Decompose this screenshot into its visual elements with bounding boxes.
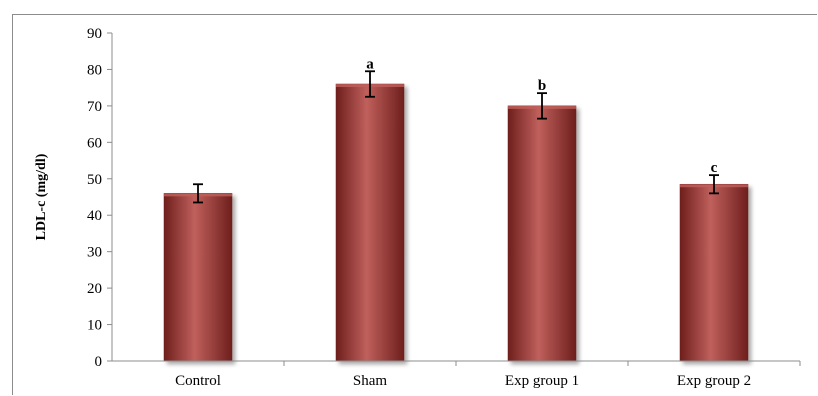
bar bbox=[163, 193, 233, 362]
y-tick-label: 10 bbox=[87, 318, 102, 334]
y-tick-label: 60 bbox=[87, 135, 102, 151]
y-axis-title: LDL-c (mg/dl) bbox=[34, 153, 49, 240]
bar bbox=[679, 183, 749, 362]
y-tick-label: 70 bbox=[87, 99, 102, 115]
x-category-label: Exp group 1 bbox=[505, 373, 579, 389]
y-tick-label: 90 bbox=[87, 26, 102, 42]
bar bbox=[335, 83, 405, 362]
y-tick-label: 30 bbox=[87, 245, 102, 261]
significance-label: b bbox=[538, 78, 546, 94]
x-category-label: Control bbox=[175, 373, 221, 389]
y-axis: 0 10 20 30 40 50 60 70 80 90 bbox=[87, 26, 113, 370]
y-tick-label: 40 bbox=[87, 208, 102, 224]
y-tick-label: 50 bbox=[87, 172, 102, 188]
y-tick-label: 0 bbox=[95, 354, 103, 370]
y-tick-label: 20 bbox=[87, 281, 102, 297]
bar bbox=[507, 105, 577, 362]
bars: a b c bbox=[163, 56, 749, 362]
x-category-label: Sham bbox=[353, 373, 388, 389]
y-tick-label: 80 bbox=[87, 62, 102, 78]
significance-label: a bbox=[366, 56, 374, 72]
x-category-label: Exp group 2 bbox=[677, 373, 751, 389]
x-axis: Control Sham Exp group 1 Exp group 2 bbox=[112, 360, 801, 389]
significance-label: c bbox=[711, 160, 718, 176]
